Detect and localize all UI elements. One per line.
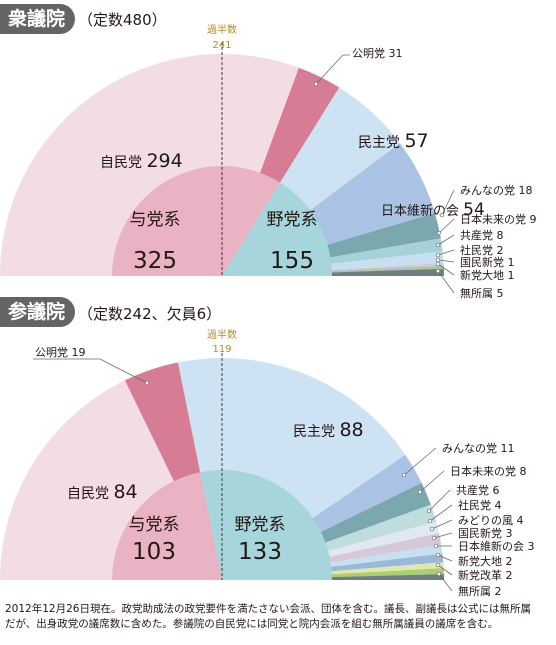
leader-line (433, 532, 453, 539)
data-label-e7a4bee6b091e5859a: 社民党 2 (460, 243, 504, 257)
data-label-e59bbde6b091e696b0e5859a: 国民新党 3 (458, 526, 513, 540)
data-label-e887aae6b091e5859a: 自民党 294 (100, 150, 183, 172)
footnote-line: だが、出身政党の議席数に含めた。参議院の自民党には同党と院内会派を組む無所属議員… (5, 618, 499, 630)
leader-dot (429, 526, 435, 532)
data-label-e381bfe381a9e3828ae381aee9a2a8: みどりの風 4 (458, 514, 524, 527)
data-label-e696b0e5859ae5a4a7e59cb0: 新党大地 2 (458, 554, 513, 568)
leader-line (429, 504, 453, 522)
leader-dot (435, 552, 441, 558)
leader-line (437, 259, 455, 263)
leader-dot (426, 508, 432, 514)
data-label-e585ace6988ee5859a: 公明党 19 (35, 346, 86, 359)
sangiin-tag: 参議院 (0, 297, 76, 327)
data-label-e697a5e69cace69caae69da5e381aee5859a: 日本未来の党 9 (460, 212, 537, 226)
leader-line (437, 263, 455, 276)
leader-line (419, 470, 445, 493)
data-label-e585ace6988ee5859a: 公明党 31 (352, 47, 403, 60)
opposition-bloc-value: 133 (238, 539, 282, 565)
shugiin-quota: （定数480） (78, 11, 167, 29)
inner-slice-ruling (112, 472, 222, 580)
opposition-bloc-label: 野党系 (267, 210, 318, 230)
data-label-e585b1e794a3e5859a: 共産党 8 (460, 229, 504, 242)
opposition-bloc-label: 野党系 (235, 515, 286, 535)
leader-dot (427, 518, 433, 524)
leader-dot (144, 380, 150, 386)
leader-dot (435, 261, 441, 267)
leader-dot (401, 472, 407, 478)
ruling-bloc-value: 103 (132, 539, 176, 565)
leader-dot (435, 268, 441, 274)
data-label-e696b0e5859ae694b9e99da9: 新党改革 2 (458, 568, 513, 582)
data-label-e6b091e4b8bbe5859a: 民主党 57 (358, 130, 429, 152)
inner-slice-opposition (222, 182, 332, 276)
leader-dot (435, 562, 441, 568)
leader-line (438, 573, 453, 592)
leader-line (437, 564, 453, 576)
ruling-bloc-label: 与党系 (129, 515, 180, 535)
data-label-e59bbde6b091e696b0e5859a: 国民新党 1 (460, 255, 515, 269)
ruling-bloc-value: 325 (133, 248, 177, 274)
leader-dot (431, 535, 437, 541)
leader-dot (436, 571, 442, 577)
leader-dot (433, 543, 439, 549)
data-label-e7a4bee6b091e5859a: 社民党 4 (458, 498, 502, 512)
opposition-bloc-value: 155 (270, 248, 314, 274)
data-label-e784a1e68980e5b19e: 無所属 2 (458, 584, 502, 598)
leader-line (437, 234, 455, 246)
leader-line (438, 218, 455, 234)
data-label-e696b0e5859ae5a4a7e59cb0: 新党大地 1 (460, 268, 515, 282)
leader-dot (435, 242, 441, 248)
leader-dot (435, 257, 441, 263)
data-label-e585b1e794a3e5859a: 共産党 6 (456, 484, 500, 497)
leader-line (315, 54, 350, 85)
data-label-e697a5e69cace7b6ade696b0e381aee4bc9a: 日本維新の会 3 (458, 539, 535, 553)
sangiin-chart: 過半数 119 自民党 84 民主党 88 与党系 103 野党系 133 みんなの党 11 日本… (0, 328, 535, 598)
data-label-e887aae6b091e5859a: 自民党 84 (67, 481, 138, 503)
majority-label: 過半数 (207, 328, 237, 341)
majority-label: 過半数 (207, 23, 237, 36)
data-label-e784a1e68980e5b19e: 無所属 5 (460, 286, 504, 300)
shugiin-tag: 衆議院 (0, 4, 76, 34)
leader-dot (435, 252, 441, 258)
data-label-e381bfe38293e381aae381aee5859a: みんなの党 18 (460, 184, 533, 197)
leader-dot (439, 212, 445, 218)
leader-dot (313, 81, 319, 87)
leader-dot (436, 230, 442, 236)
data-label-e381bfe38293e381aae381aee5859a: みんなの党 11 (442, 442, 515, 455)
data-label-e697a5e69cace69caae69da5e381aee5859a: 日本未来の党 8 (450, 464, 527, 478)
majority-value: 241 (212, 40, 231, 51)
leader-line (33, 358, 148, 384)
leader-line (437, 249, 455, 256)
footnote-line: 2012年12月26日現在。政党助成法の政党要件を満たさない会派、団体を含む。議… (5, 603, 531, 615)
leader-line (403, 447, 437, 476)
majority-value: 119 (212, 344, 231, 355)
leader-line (437, 554, 453, 562)
inner-slice-ruling (112, 166, 281, 276)
leader-line (441, 189, 455, 216)
leader-line (431, 519, 453, 530)
footnote: 2012年12月26日現在。政党助成法の政党要件を満たさない会派、団体を含む。議… (5, 602, 553, 632)
inner-slice-opposition (200, 470, 332, 580)
leader-dot (417, 489, 423, 495)
data-label-e6b091e4b8bbe5859a: 民主党 88 (293, 419, 364, 441)
ruling-bloc-label: 与党系 (130, 210, 181, 230)
sangiin-quota: （定数242、欠員6） (78, 305, 222, 323)
leader-line (437, 270, 455, 294)
leader-line (428, 489, 451, 512)
